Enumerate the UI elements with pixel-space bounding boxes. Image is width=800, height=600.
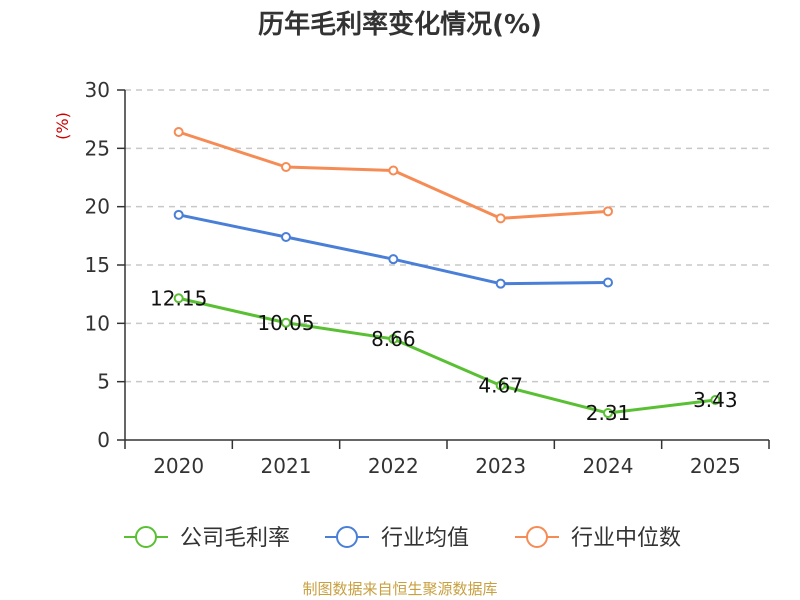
data-point[interactable] bbox=[173, 293, 184, 304]
legend-marker-icon bbox=[526, 526, 548, 548]
data-label: 10.05 bbox=[257, 311, 314, 335]
data-label: 2.31 bbox=[586, 401, 631, 425]
data-point[interactable] bbox=[495, 380, 506, 391]
legend-label: 公司毛利率 bbox=[180, 526, 290, 551]
x-tick-label: 2024 bbox=[583, 454, 634, 478]
legend[interactable]: 公司毛利率 行业均值 行业中位数 bbox=[124, 526, 681, 551]
data-point[interactable] bbox=[388, 254, 399, 265]
y-axis-unit: (%) bbox=[53, 112, 72, 140]
data-point[interactable] bbox=[495, 278, 506, 289]
legend-item-2[interactable]: 行业中位数 bbox=[515, 526, 681, 551]
data-label: 8.66 bbox=[371, 327, 416, 351]
data-point[interactable] bbox=[603, 277, 613, 288]
series-line-0 bbox=[178, 296, 716, 415]
legend-label: 行业中位数 bbox=[571, 526, 681, 551]
data-point[interactable] bbox=[495, 213, 506, 224]
data-point[interactable] bbox=[281, 232, 291, 242]
data-point[interactable] bbox=[281, 162, 291, 172]
y-tick-label: 5 bbox=[97, 370, 110, 394]
data-label: 4.67 bbox=[478, 374, 523, 398]
data-labels: 12.15 10.05 8.66 4.67 2.31 3.43 bbox=[150, 286, 738, 425]
data-point[interactable] bbox=[388, 165, 399, 176]
y-tick-label: 25 bbox=[85, 136, 110, 160]
y-tick-label: 20 bbox=[85, 195, 110, 219]
legend-marker-icon bbox=[135, 526, 157, 548]
data-point[interactable] bbox=[281, 317, 291, 328]
y-tick-label: 0 bbox=[97, 428, 110, 452]
data-point[interactable] bbox=[710, 394, 721, 405]
x-tick-label: 2020 bbox=[153, 454, 204, 478]
data-point[interactable] bbox=[603, 206, 613, 217]
y-tick-label: 15 bbox=[85, 253, 110, 277]
legend-item-1[interactable]: 行业均值 bbox=[325, 526, 469, 551]
y-tick-label: 30 bbox=[85, 78, 110, 102]
legend-label: 行业均值 bbox=[381, 526, 469, 551]
x-tick-label: 2025 bbox=[690, 454, 741, 478]
legend-marker-icon bbox=[336, 526, 358, 548]
data-point[interactable] bbox=[173, 127, 184, 137]
x-tick-label: 2023 bbox=[475, 454, 526, 478]
data-label: 3.43 bbox=[693, 388, 738, 412]
legend-item-0[interactable]: 公司毛利率 bbox=[124, 526, 290, 551]
chart-title: 历年毛利率变化情况(%) bbox=[258, 9, 542, 40]
series-group bbox=[173, 127, 721, 419]
data-label: 12.15 bbox=[150, 286, 207, 310]
y-tick-label: 10 bbox=[85, 311, 110, 335]
x-tick-label: 2022 bbox=[368, 454, 419, 478]
x-tick-label: 2021 bbox=[261, 454, 312, 478]
gridlines bbox=[125, 89, 769, 383]
data-point[interactable] bbox=[173, 209, 184, 220]
data-point[interactable] bbox=[388, 333, 399, 344]
data-point[interactable] bbox=[603, 408, 613, 419]
series-line-1 bbox=[178, 213, 609, 286]
source-note: 制图数据来自恒生聚源数据库 bbox=[302, 580, 497, 598]
